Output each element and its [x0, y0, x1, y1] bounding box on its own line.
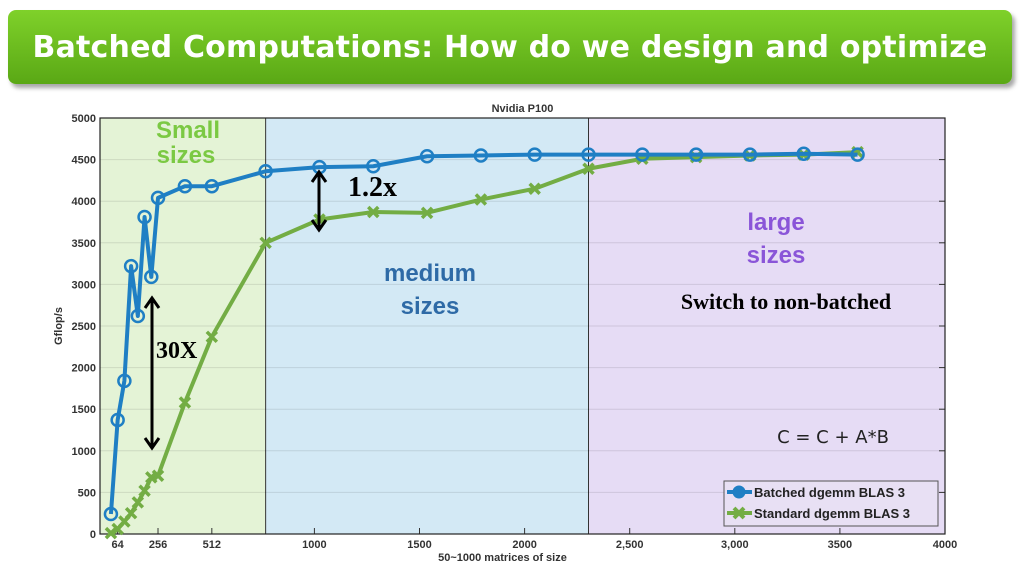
data-point-standard — [151, 469, 165, 482]
data-point-standard — [420, 206, 434, 220]
legend-marker-circle — [732, 485, 746, 499]
data-point-batched — [581, 147, 596, 162]
x-tick-label: 4000 — [933, 539, 957, 551]
x-tick-label: 2000 — [512, 539, 536, 551]
y-tick-label: 2000 — [72, 363, 96, 375]
region-label: Small — [156, 117, 220, 144]
data-point-batched — [850, 147, 865, 162]
legend-box — [723, 480, 939, 527]
data-point-batched — [130, 308, 146, 324]
x-tick-label: 3,000 — [721, 539, 749, 551]
region-label: large — [747, 209, 804, 236]
slide-title: Batched Computations: How do we design a… — [32, 29, 988, 65]
data-point-standard — [259, 236, 272, 250]
y-tick-label: 500 — [78, 487, 96, 499]
data-point-standard — [124, 506, 138, 520]
data-point-standard — [104, 526, 118, 540]
x-tick-label: 512 — [203, 539, 221, 551]
speedup-arrow-small — [143, 295, 161, 451]
data-point-batched — [103, 506, 119, 522]
y-tick-label: 1000 — [72, 446, 96, 458]
data-point-batched — [688, 147, 704, 162]
legend-label: Batched dgemm BLAS 3 — [754, 485, 905, 500]
data-point-standard — [138, 484, 151, 497]
data-point-batched — [742, 147, 758, 162]
region-label: sizes — [157, 142, 216, 169]
y-tick-label: 4500 — [72, 155, 96, 167]
data-point-batched — [258, 163, 273, 179]
annotation-30x: 30X — [156, 338, 198, 364]
data-point-batched — [796, 146, 811, 162]
y-tick-label: 4000 — [72, 196, 96, 208]
data-point-standard — [131, 496, 145, 509]
x-axis-label: 50~1000 matrices of size — [438, 552, 567, 564]
data-point-standard — [205, 330, 219, 344]
data-point-batched — [204, 178, 220, 194]
y-tick-label: 3500 — [72, 238, 96, 250]
legend-label: Standard dgemm BLAS 3 — [754, 506, 910, 521]
data-point-batched — [635, 147, 650, 162]
data-point-batched — [527, 147, 542, 162]
speedup-arrow-medium — [310, 169, 328, 233]
data-point-batched — [123, 258, 139, 274]
x-tick-label: 256 — [149, 539, 167, 551]
y-tick-label: 3000 — [72, 279, 96, 291]
data-point-standard — [528, 182, 541, 195]
data-point-batched — [177, 178, 193, 194]
region-label: sizes — [401, 293, 460, 320]
data-point-standard — [178, 396, 192, 409]
data-point-batched — [419, 149, 435, 164]
y-tick-label: 1500 — [72, 404, 96, 416]
x-tick-label: 64 — [112, 539, 125, 551]
region-label: sizes — [747, 242, 806, 269]
annotation-switch: Switch to non-batched — [681, 289, 891, 314]
data-point-batched — [110, 412, 125, 428]
annotation-1-2x: 1.2x — [348, 172, 397, 203]
data-point-batched — [366, 159, 381, 174]
annotation-formula: C = C + A*B — [777, 427, 889, 448]
data-point-batched — [144, 269, 159, 285]
y-tick-label: 2500 — [72, 321, 96, 333]
x-tick-label: 2,500 — [616, 539, 644, 551]
y-tick-label: 0 — [90, 529, 96, 541]
data-point-standard — [582, 162, 595, 175]
legend-marker-x — [732, 506, 746, 520]
series-line-batched — [108, 151, 858, 515]
plot-frame — [99, 117, 946, 535]
chart-title: Nvidia P100 — [492, 103, 554, 115]
region-label: medium — [384, 260, 476, 287]
data-point-batched — [117, 373, 132, 389]
slide-title-banner: Batched Computations: How do we design a… — [8, 10, 1012, 84]
y-axis-label: Gflop/s — [53, 307, 65, 345]
data-point-batched — [473, 148, 489, 163]
data-point-batched — [137, 209, 152, 225]
y-tick-label: 5000 — [72, 113, 96, 125]
data-point-standard — [367, 205, 380, 219]
x-tick-label: 3500 — [828, 539, 852, 551]
x-tick-label: 1000 — [302, 539, 326, 551]
data-point-standard — [474, 193, 488, 206]
data-point-batched — [150, 190, 166, 206]
region-2 — [588, 118, 945, 534]
x-tick-label: 1500 — [407, 539, 431, 551]
